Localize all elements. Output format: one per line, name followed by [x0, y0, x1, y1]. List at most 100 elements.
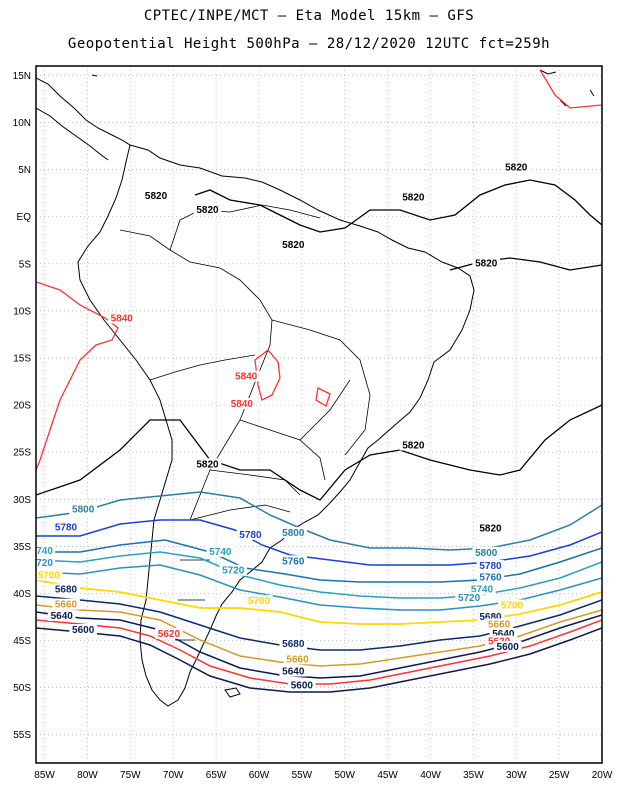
svg-text:5640: 5640	[492, 629, 515, 640]
contour-5820-north	[194, 179, 602, 233]
svg-text:5820: 5820	[282, 240, 305, 251]
svg-text:5640: 5640	[282, 667, 305, 678]
svg-text:5820: 5820	[196, 205, 219, 216]
svg-text:5740: 5740	[209, 547, 232, 558]
contour-label: 5720	[219, 564, 248, 577]
lon-tick-label: 50W	[334, 770, 355, 781]
lon-tick-label: 80W	[77, 770, 98, 781]
svg-text:5780: 5780	[479, 561, 502, 572]
central-america-coastline	[36, 77, 131, 161]
contour-label: 5760	[279, 555, 308, 567]
lon-tick-label: 75W	[120, 770, 141, 781]
contour-label: 5820	[399, 439, 428, 451]
contour-label: 5600	[288, 679, 316, 692]
contour-label: 5820	[279, 238, 308, 251]
svg-text:5720: 5720	[458, 593, 481, 604]
svg-text:740: 740	[36, 546, 53, 557]
lat-tick-label: 15N	[13, 71, 31, 82]
svg-text:5660: 5660	[55, 600, 78, 611]
lat-tick-label: 35S	[13, 542, 31, 553]
svg-text:5820: 5820	[479, 523, 502, 534]
axis-labels: 15N10N5NEQ5S10S15S20S25S30S35S40S45S50S5…	[13, 71, 613, 781]
south-america-coastline	[77, 144, 475, 707]
contour-label: 5840	[107, 312, 136, 324]
svg-text:5680: 5680	[282, 639, 305, 650]
contour-label: 5780	[476, 560, 505, 572]
contour-5760	[36, 539, 602, 583]
contour-5840-central	[254, 349, 281, 401]
contour-label: 5780	[236, 528, 265, 541]
lat-tick-label: EQ	[17, 212, 32, 223]
svg-text:5840: 5840	[235, 372, 258, 383]
lon-tick-label: 45W	[377, 770, 398, 781]
lat-tick-label: 10N	[13, 118, 31, 129]
lon-tick-label: 70W	[163, 770, 184, 781]
contour-label: 5680	[52, 583, 80, 596]
svg-text:5820: 5820	[145, 191, 168, 202]
lat-tick-label: 15S	[13, 353, 31, 364]
svg-text:5740: 5740	[471, 585, 494, 596]
svg-text:5660: 5660	[286, 654, 309, 665]
contour-5840-nw	[539, 69, 602, 109]
contour-5840-small	[315, 387, 331, 407]
svg-text:5780: 5780	[239, 530, 262, 541]
lon-tick-label: 55W	[292, 770, 313, 781]
lon-tick-label: 40W	[420, 770, 441, 781]
lat-tick-label: 5N	[18, 165, 31, 176]
svg-text:5600: 5600	[291, 681, 314, 692]
contour-5840-west	[36, 281, 119, 471]
svg-text:5620: 5620	[158, 629, 181, 640]
contour-label: 5760	[476, 571, 505, 583]
contour-label-layer: 5820 5820 5820 5820 5820 5820 5820 5820 5820 5840…	[33, 161, 531, 692]
svg-text:720: 720	[36, 558, 53, 569]
map-frame	[35, 65, 603, 764]
lat-tick-label: 10S	[13, 306, 31, 317]
svg-text:5780: 5780	[55, 522, 78, 533]
title-line-2: Geopotential Height 500hPa – 28/12/2020 …	[67, 36, 551, 52]
svg-text:5700: 5700	[38, 570, 61, 581]
contour-label: 720	[33, 557, 56, 569]
contour-5800	[36, 491, 602, 551]
svg-text:5820: 5820	[196, 459, 219, 470]
svg-text:5600: 5600	[72, 625, 95, 636]
contour-label: 5600	[493, 641, 522, 653]
contour-5740	[36, 551, 602, 599]
contour-label: 5840	[232, 370, 260, 383]
contour-label: 5820	[502, 161, 531, 174]
svg-text:5800: 5800	[72, 505, 95, 516]
svg-text:5760: 5760	[282, 556, 305, 567]
contour-label: 5820	[472, 257, 501, 270]
lon-tick-label: 60W	[249, 770, 270, 781]
country-borders	[119, 204, 371, 641]
svg-text:5820: 5820	[402, 193, 425, 204]
contour-label: 5700	[498, 599, 526, 612]
lat-tick-label: 40S	[13, 589, 31, 600]
contour-label: 5680	[476, 610, 505, 623]
contour-label: 5660	[283, 653, 312, 665]
lat-tick-label: 45S	[13, 636, 31, 647]
contour-label: 5660	[485, 618, 513, 630]
contour-label: 5720	[455, 592, 483, 604]
svg-text:5660: 5660	[488, 619, 511, 630]
contour-label: 5800	[279, 527, 308, 539]
lon-tick-label: 35W	[463, 770, 484, 781]
lon-tick-label: 85W	[34, 770, 55, 781]
contour-label: 5640	[279, 665, 308, 678]
contour-label: 5820	[193, 203, 222, 216]
svg-text:5680: 5680	[479, 612, 502, 623]
lon-tick-label: 20W	[592, 770, 613, 781]
contour-label: 5700	[35, 569, 63, 581]
svg-text:5820: 5820	[402, 440, 425, 451]
lat-tick-label: 5S	[19, 259, 32, 270]
contour-label: 5640	[47, 609, 76, 622]
contour-label: 5740	[206, 545, 235, 558]
svg-text:5800: 5800	[475, 548, 498, 559]
contour-label: 5640	[489, 627, 518, 640]
svg-text:5640: 5640	[51, 611, 74, 622]
contour-label: 5620	[155, 627, 183, 640]
contour-label: 5820	[193, 458, 222, 470]
contour-label: 5800	[69, 503, 97, 516]
lat-tick-label: 20S	[13, 401, 31, 412]
lat-tick-label: 25S	[13, 448, 31, 459]
